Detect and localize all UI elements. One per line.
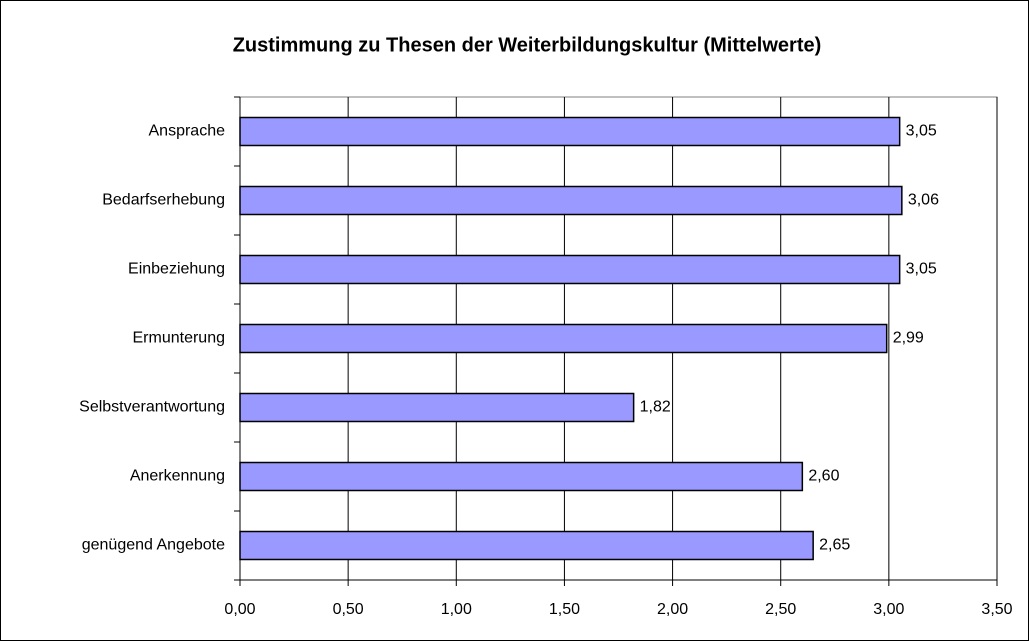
y-tick-label: genügend Angebote (82, 537, 225, 554)
bar (239, 116, 901, 147)
bar (239, 323, 888, 354)
x-tick-label: 3,00 (873, 601, 904, 618)
x-tick-label: 1,50 (549, 601, 580, 618)
x-tick-label: 1,00 (441, 601, 472, 618)
bar (239, 461, 804, 492)
y-tick-label: Anerkennung (130, 468, 225, 485)
x-tick-label: 3,50 (981, 601, 1012, 618)
x-tick-label: 0,00 (224, 601, 255, 618)
y-tick-label: Bedarfserhebung (102, 192, 225, 209)
data-label: 1,82 (640, 399, 671, 416)
y-tick-label: Ansprache (149, 123, 226, 140)
y-tick-label: Einbeziehung (128, 261, 225, 278)
y-tick-label: Selbstverantwortung (79, 399, 225, 416)
data-label: 2,99 (893, 330, 924, 347)
bar (239, 392, 635, 423)
bar (239, 254, 901, 285)
chart-title: Zustimmung zu Thesen der Weiterbildungsk… (233, 34, 822, 56)
data-label: 2,65 (819, 537, 850, 554)
data-label: 3,05 (906, 261, 937, 278)
x-tick-label: 0,50 (333, 601, 364, 618)
bar (239, 530, 814, 561)
x-tick-label: 2,50 (765, 601, 796, 618)
y-tick-label: Ermunterung (133, 330, 226, 347)
data-label: 2,60 (808, 468, 839, 485)
data-label: 3,05 (906, 123, 937, 140)
bar (239, 185, 903, 216)
x-tick-label: 2,00 (657, 601, 688, 618)
data-label: 3,06 (908, 192, 939, 209)
